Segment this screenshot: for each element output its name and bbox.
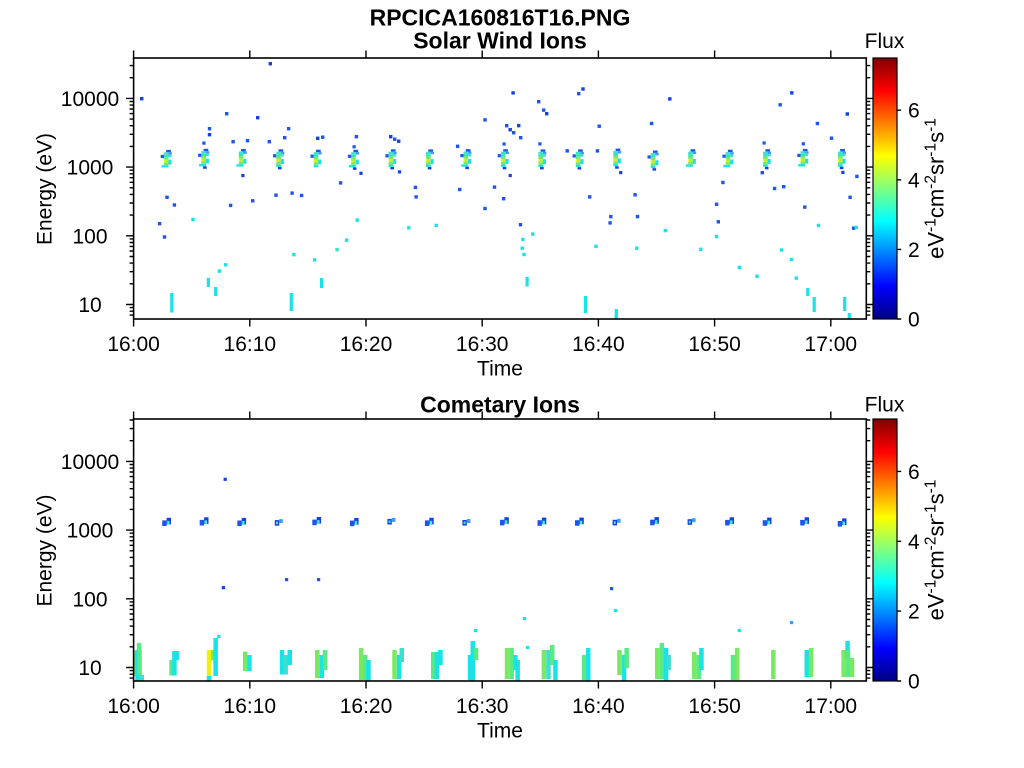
svg-text:10: 10 xyxy=(78,657,101,680)
svg-text:16:00: 16:00 xyxy=(107,695,160,718)
svg-text:16:30: 16:30 xyxy=(456,695,509,718)
svg-text:16:20: 16:20 xyxy=(340,333,393,356)
svg-text:17:00: 17:00 xyxy=(805,333,858,356)
svg-text:Energy (eV): Energy (eV) xyxy=(34,494,57,606)
svg-text:10000: 10000 xyxy=(61,88,119,111)
svg-text:0: 0 xyxy=(908,309,920,332)
svg-text:16:50: 16:50 xyxy=(688,333,741,356)
svg-text:Time: Time xyxy=(477,358,523,381)
svg-text:6: 6 xyxy=(908,100,920,123)
svg-text:100: 100 xyxy=(72,588,107,611)
svg-text:16:10: 16:10 xyxy=(224,333,277,356)
svg-text:Solar Wind Ions: Solar Wind Ions xyxy=(413,28,587,54)
svg-text:Time: Time xyxy=(477,720,523,743)
svg-text:4: 4 xyxy=(908,169,920,192)
svg-text:16:00: 16:00 xyxy=(107,333,160,356)
svg-text:1000: 1000 xyxy=(67,157,114,180)
svg-text:10000: 10000 xyxy=(61,451,119,474)
svg-text:6: 6 xyxy=(908,461,920,484)
svg-text:Flux: Flux xyxy=(865,394,905,417)
svg-text:100: 100 xyxy=(72,225,107,248)
svg-text:Flux: Flux xyxy=(865,30,905,53)
svg-text:1000: 1000 xyxy=(67,520,114,543)
svg-text:0: 0 xyxy=(908,671,920,694)
svg-text:Cometary Ions: Cometary Ions xyxy=(420,392,580,418)
svg-text:16:50: 16:50 xyxy=(688,695,741,718)
svg-text:16:40: 16:40 xyxy=(572,333,625,356)
svg-text:16:30: 16:30 xyxy=(456,333,509,356)
svg-text:4: 4 xyxy=(908,531,920,554)
svg-text:RPCICA160816T16.PNG: RPCICA160816T16.PNG xyxy=(370,5,631,31)
svg-text:16:20: 16:20 xyxy=(340,695,393,718)
svg-text:17:00: 17:00 xyxy=(805,695,858,718)
svg-text:16:40: 16:40 xyxy=(572,695,625,718)
svg-text:Energy (eV): Energy (eV) xyxy=(34,133,57,245)
svg-text:2: 2 xyxy=(908,239,920,262)
svg-text:2: 2 xyxy=(908,601,920,624)
svg-text:16:10: 16:10 xyxy=(224,695,277,718)
svg-text:10: 10 xyxy=(78,294,101,317)
